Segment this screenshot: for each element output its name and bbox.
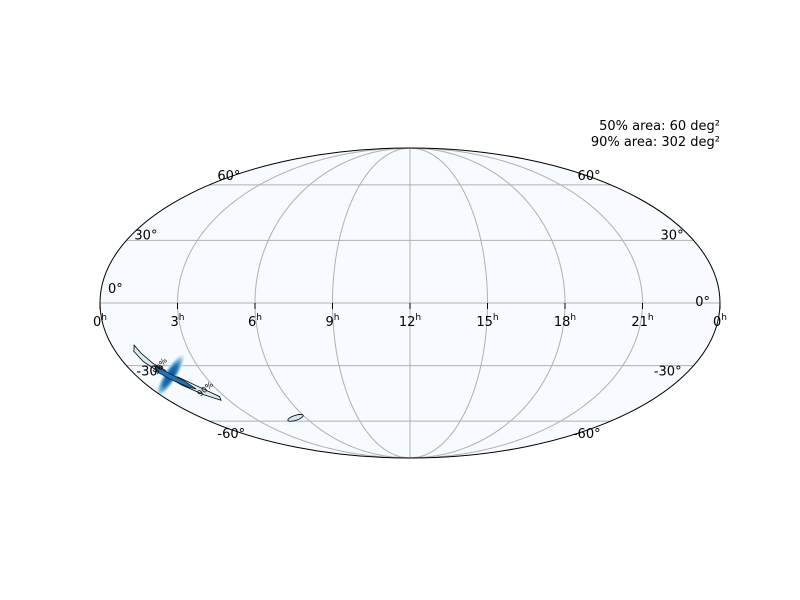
contour-90 (133, 344, 222, 401)
dec-tick-label-left: 30° (661, 228, 684, 243)
probability-layer: 50%90% (133, 344, 304, 422)
dec-tick-label-left: -30° (654, 365, 682, 380)
contour-90-island (287, 414, 304, 422)
dec-tick-label-left: -60° (573, 427, 601, 442)
dec-tick-label-left: 0° (695, 295, 710, 310)
dec-tick-label-left: 60° (578, 169, 601, 184)
ra-tick-label: 0h (713, 313, 727, 330)
dec-tick-labels: 60° 60° 30° 30° 0° 0° -30° -30° -60° -60° (108, 169, 710, 442)
contour-50 (154, 365, 197, 390)
dec-tick-label-right: 60° (217, 169, 240, 184)
dec-tick-label-right: 0° (108, 282, 123, 297)
dec-tick-label-right: -60° (217, 427, 245, 442)
dec-tick-label-right: 30° (134, 228, 157, 243)
area-90-annotation: 90% area: 302 deg² (590, 135, 720, 150)
dec-tick-label-right: -30° (136, 365, 164, 380)
area-50-annotation: 50% area: 60 deg² (599, 119, 720, 134)
